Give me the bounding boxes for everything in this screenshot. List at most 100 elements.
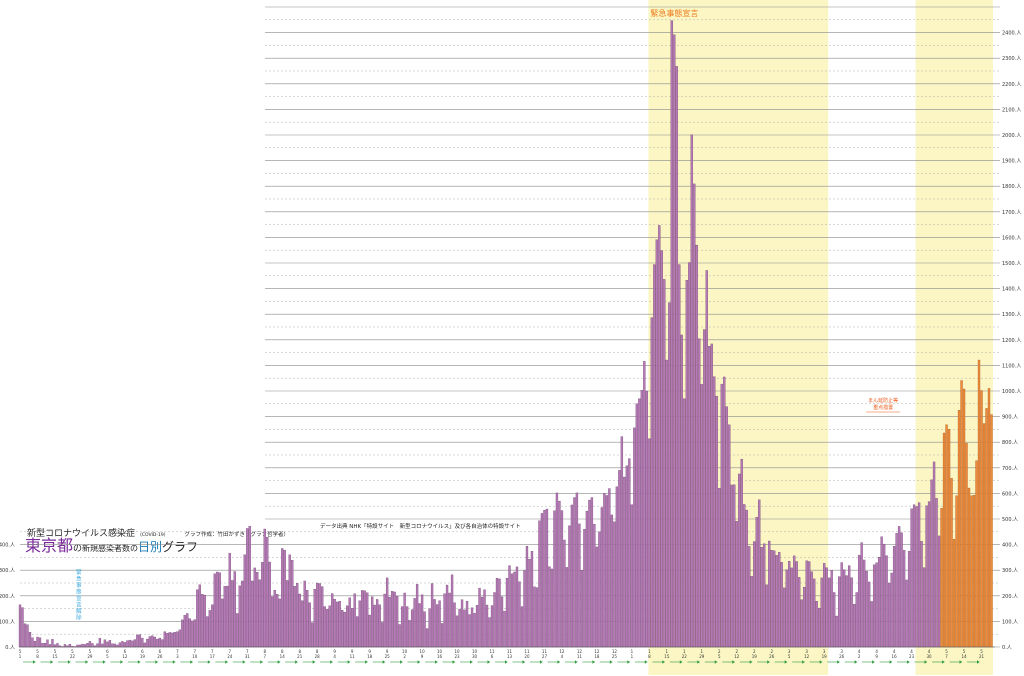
x-tick-day: 21 — [297, 654, 303, 659]
week-arrowhead — [959, 660, 963, 664]
bar — [950, 478, 953, 648]
y-tick-right: 1300.人 — [1002, 312, 1021, 318]
bar — [148, 636, 152, 648]
bar — [900, 532, 903, 648]
x-tick-day: 19 — [822, 654, 828, 659]
y-tick-right: 800.人 — [1002, 440, 1018, 446]
bar — [448, 592, 451, 648]
bar — [438, 600, 441, 648]
x-tick-day: 31 — [245, 654, 251, 659]
bar — [743, 504, 746, 648]
x-tick-day: 7 — [945, 654, 948, 659]
prevention-label-2: 重点措置 — [873, 404, 893, 411]
bar — [151, 635, 154, 648]
bar — [653, 264, 656, 648]
bar — [415, 584, 419, 648]
bar — [733, 484, 736, 648]
x-tick-day: 22 — [70, 654, 76, 659]
week-arrowhead — [784, 660, 788, 664]
x-tick-month: 11 — [524, 649, 530, 654]
bar — [897, 526, 901, 648]
bar — [465, 601, 469, 648]
bar — [296, 583, 299, 648]
bar — [196, 589, 199, 648]
bar — [31, 637, 34, 648]
bar — [166, 633, 169, 648]
bar — [540, 513, 544, 648]
chart-title-line1: 新型コロナウイルス感染症 (COVID-19) グラフ作成：竹田かずき（グラフ哲… — [27, 521, 289, 540]
emergency-lift-char: 緊 — [76, 569, 82, 576]
bar — [658, 225, 661, 648]
title-author: グラフ作成：竹田かずき（グラフ哲学者） — [184, 532, 290, 538]
bar — [748, 546, 751, 648]
y-tick-right: 500.人 — [1002, 517, 1018, 523]
x-tick-month: 12 — [577, 649, 583, 654]
bar — [887, 582, 891, 648]
bar — [538, 520, 541, 648]
bar — [206, 616, 209, 648]
bar — [328, 605, 331, 648]
bar — [208, 610, 211, 648]
bar — [168, 632, 171, 648]
bar — [548, 566, 551, 648]
bar — [346, 605, 349, 648]
bar — [815, 601, 818, 648]
x-tick-month: 5 — [89, 649, 92, 654]
bar — [563, 539, 566, 648]
bar — [583, 529, 586, 648]
bar — [770, 550, 773, 648]
bar — [470, 607, 474, 648]
bar — [88, 641, 92, 648]
week-arrowhead — [819, 660, 823, 664]
bar — [972, 495, 976, 648]
bar — [675, 66, 678, 648]
bar — [673, 34, 676, 648]
bar — [880, 536, 883, 648]
x-tick-month: 11 — [507, 649, 513, 654]
bar — [271, 596, 274, 648]
bar — [163, 631, 166, 648]
bar — [520, 606, 524, 648]
bar — [261, 562, 264, 648]
week-arrowhead — [767, 660, 770, 664]
bar — [413, 598, 416, 648]
bar — [758, 499, 761, 648]
week-arrowhead — [435, 660, 438, 664]
x-tick-month: 11 — [489, 649, 495, 654]
bar — [910, 508, 913, 648]
bar — [161, 639, 164, 648]
bar — [942, 432, 946, 648]
x-tick-month: 7 — [229, 649, 232, 654]
x-tick-day: 30 — [472, 654, 478, 659]
bar — [820, 577, 823, 648]
bar — [348, 597, 351, 648]
bar — [98, 638, 102, 648]
x-tick-month: 3 — [840, 649, 843, 654]
bar — [291, 560, 294, 648]
bar — [498, 578, 501, 648]
y-tick-right: 1100.人 — [1002, 363, 1021, 369]
bar — [138, 634, 142, 648]
bar — [96, 643, 99, 648]
x-tick-day: 2 — [403, 654, 406, 659]
x-tick-month: 12 — [612, 649, 618, 654]
bar — [680, 334, 683, 648]
x-tick-day: 28 — [315, 654, 321, 659]
bar — [755, 517, 758, 648]
bar — [266, 537, 269, 648]
week-arrowhead — [67, 660, 71, 664]
x-tick-month: 4 — [893, 649, 896, 654]
week-arrowhead — [854, 660, 858, 664]
bar — [78, 644, 82, 648]
x-tick-month: 8 — [281, 649, 284, 654]
bar — [615, 486, 619, 648]
bar — [33, 640, 37, 648]
bar — [331, 593, 334, 648]
bar — [573, 497, 576, 648]
x-tick-month: 6 — [106, 649, 109, 654]
bar — [710, 343, 713, 648]
bar — [223, 586, 226, 648]
x-tick-month: 3 — [823, 649, 826, 654]
bar — [253, 567, 256, 648]
